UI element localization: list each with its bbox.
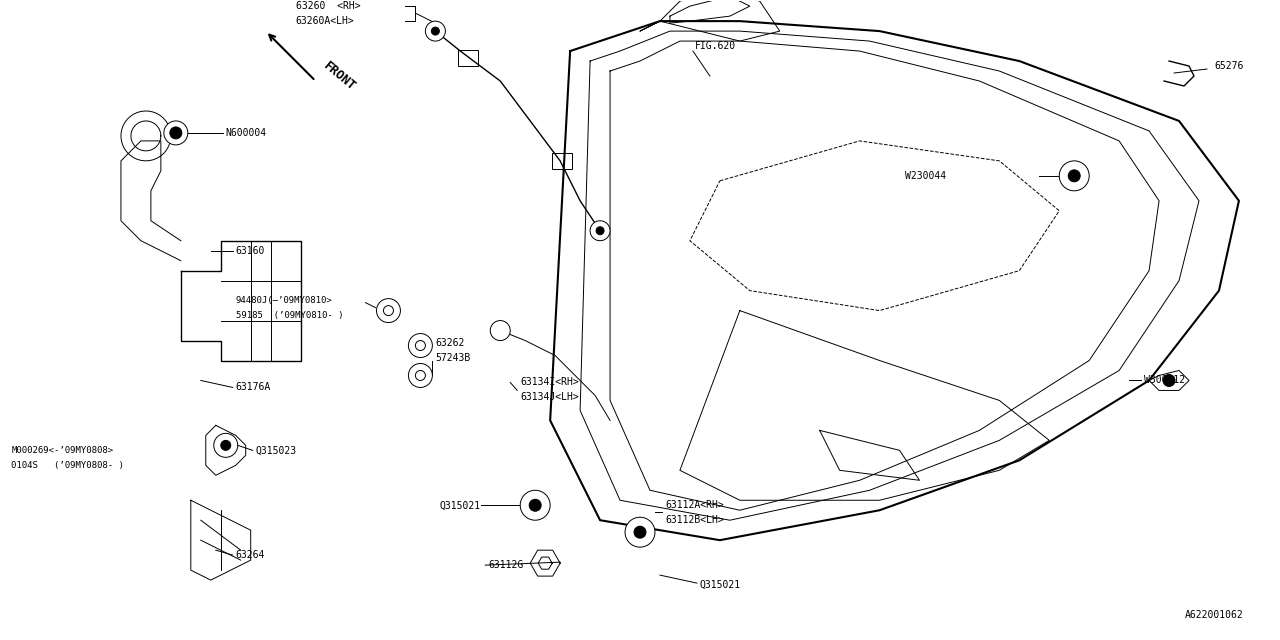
Circle shape: [596, 227, 604, 235]
Text: 65276: 65276: [1213, 61, 1243, 71]
Circle shape: [376, 299, 401, 323]
Text: 63134J<LH>: 63134J<LH>: [520, 392, 579, 403]
Circle shape: [425, 21, 445, 41]
Text: W230044: W230044: [905, 171, 946, 181]
Circle shape: [1164, 374, 1175, 387]
Text: 63112G: 63112G: [488, 560, 524, 570]
Text: Q315021: Q315021: [439, 500, 480, 510]
Circle shape: [220, 440, 230, 451]
Text: N600004: N600004: [225, 128, 266, 138]
Circle shape: [408, 364, 433, 387]
Circle shape: [625, 517, 655, 547]
Text: 63112A<RH>: 63112A<RH>: [664, 500, 723, 510]
Text: A622001062: A622001062: [1185, 610, 1244, 620]
Text: 63264: 63264: [236, 550, 265, 560]
Text: 94480J(‒’09MY0810>: 94480J(‒’09MY0810>: [236, 296, 333, 305]
Circle shape: [408, 333, 433, 358]
Text: 63260  <RH>: 63260 <RH>: [296, 1, 360, 11]
Circle shape: [590, 221, 611, 241]
Text: FRONT: FRONT: [320, 59, 357, 93]
Circle shape: [529, 499, 541, 511]
Text: 63262: 63262: [435, 337, 465, 348]
Circle shape: [490, 321, 511, 340]
Circle shape: [164, 121, 188, 145]
Circle shape: [1060, 161, 1089, 191]
Text: FIG.620: FIG.620: [695, 41, 736, 51]
Text: 63134I<RH>: 63134I<RH>: [520, 378, 579, 387]
Text: 63112B<LH>: 63112B<LH>: [664, 515, 723, 525]
Text: W300012: W300012: [1144, 376, 1185, 385]
Circle shape: [634, 526, 646, 538]
Circle shape: [1069, 170, 1080, 182]
Circle shape: [170, 127, 182, 139]
Text: 57243B: 57243B: [435, 353, 471, 362]
Text: Q315023: Q315023: [256, 445, 297, 455]
Text: 63160: 63160: [236, 246, 265, 256]
Circle shape: [431, 27, 439, 35]
Circle shape: [520, 490, 550, 520]
Text: M000269<-’09MY0808>: M000269<-’09MY0808>: [12, 446, 113, 455]
Circle shape: [214, 433, 238, 458]
Text: 0104S   (’09MY0808- ): 0104S (’09MY0808- ): [12, 461, 124, 470]
Text: 59185  (’09MY0810- ): 59185 (’09MY0810- ): [236, 311, 343, 320]
Text: Q315021: Q315021: [700, 580, 741, 590]
Text: 63260A<LH>: 63260A<LH>: [296, 16, 355, 26]
Text: 63176A: 63176A: [236, 383, 271, 392]
